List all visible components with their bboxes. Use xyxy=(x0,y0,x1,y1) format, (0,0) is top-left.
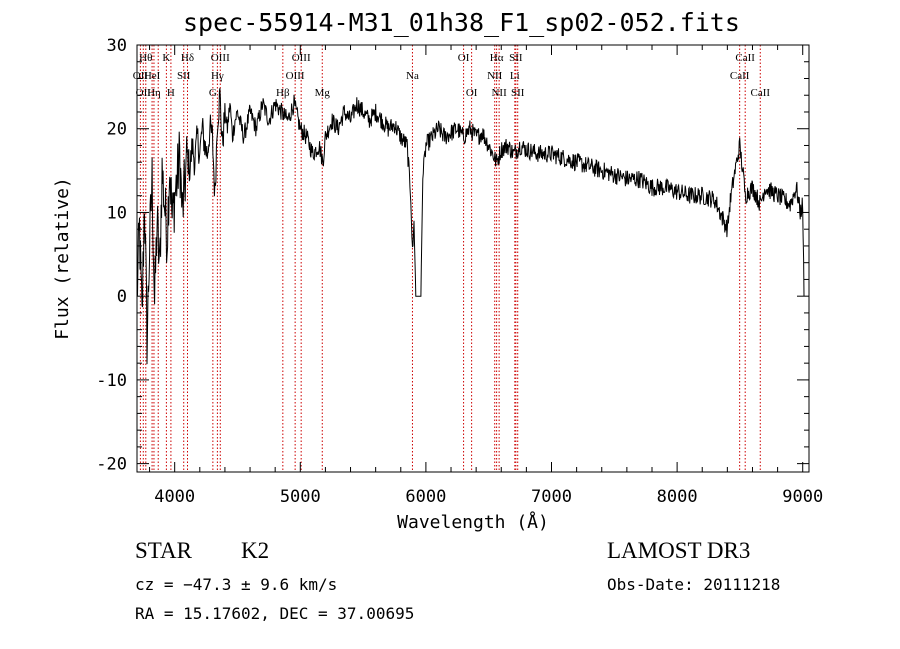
y-tick-label: 0 xyxy=(117,287,127,307)
y-tick-label: 30 xyxy=(107,36,127,56)
x-tick-label: 4000 xyxy=(154,487,195,507)
y-axis-label: Flux (relative) xyxy=(52,177,73,340)
object-subclass: K2 xyxy=(241,538,270,563)
line-label: Hη xyxy=(147,87,161,99)
line-label: OI xyxy=(458,52,470,64)
x-axis-label: Wavelength (Å) xyxy=(397,511,549,533)
line-label: Na xyxy=(406,70,419,82)
flux-series-line xyxy=(136,88,805,365)
line-label: Hδ xyxy=(181,52,194,64)
line-label: Hα xyxy=(490,52,504,64)
y-tick-label: -10 xyxy=(96,371,127,391)
line-label: NII xyxy=(487,70,503,82)
x-tick-label: 6000 xyxy=(405,487,446,507)
x-tick-label: 9000 xyxy=(782,487,823,507)
y-tick-label: -20 xyxy=(96,455,127,475)
line-label: OII xyxy=(133,70,149,82)
plot-frame xyxy=(136,44,810,473)
line-label: OIII xyxy=(211,52,230,64)
line-label: Li xyxy=(510,70,520,82)
line-label: Mg xyxy=(315,87,331,99)
line-label: OIII xyxy=(286,70,305,82)
ra-dec-coordinates: RA = 15.17602, DEC = 37.00695 xyxy=(135,604,415,623)
x-tick-label: 8000 xyxy=(657,487,698,507)
line-label: CaII xyxy=(750,87,770,99)
x-tick-label: 5000 xyxy=(280,487,321,507)
line-label: G xyxy=(209,87,217,99)
y-tick-label: 20 xyxy=(107,120,127,140)
y-tick-label: 10 xyxy=(107,203,127,223)
redshift-cz: cz = −47.3 ± 9.6 km/s xyxy=(135,575,338,594)
line-label: CaII xyxy=(735,52,755,64)
line-label: Hβ xyxy=(276,87,290,99)
line-label: K xyxy=(162,52,170,64)
chart-title: spec-55914-M31_01h38_F1_sp02-052.fits xyxy=(183,8,740,37)
line-label: OII xyxy=(136,87,152,99)
line-label: OIII xyxy=(292,52,311,64)
line-label: NII xyxy=(491,87,507,99)
line-label: OI xyxy=(466,87,478,99)
x-tick-label: 7000 xyxy=(531,487,572,507)
line-label: SII xyxy=(509,52,523,64)
object-class: STAR xyxy=(135,538,192,563)
line-label: Hθ xyxy=(139,52,152,64)
line-label: H xyxy=(167,87,175,99)
observation-date: Obs-Date: 20111218 xyxy=(607,575,781,594)
line-label: CaII xyxy=(730,70,750,82)
line-label: SII xyxy=(511,87,525,99)
line-label: SII xyxy=(177,70,191,82)
survey-name: LAMOST DR3 xyxy=(607,538,751,563)
line-label: Hγ xyxy=(211,70,224,82)
line-label: HeI xyxy=(144,70,161,82)
